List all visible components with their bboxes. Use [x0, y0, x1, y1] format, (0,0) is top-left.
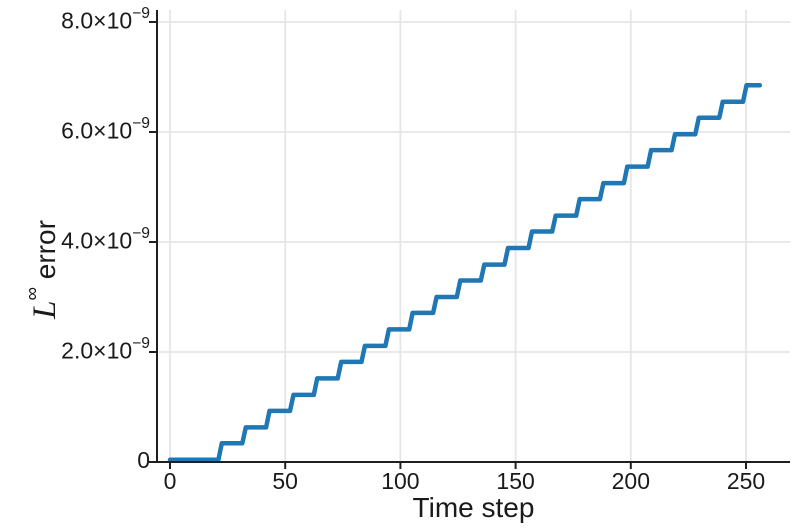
y-tick-label: 6.0×10−9 — [61, 114, 150, 144]
exponent-superscript: −9 — [132, 334, 150, 352]
y-tick-label: 4.0×10−9 — [61, 224, 150, 254]
exponent-superscript: −9 — [132, 114, 150, 132]
ylabel-text: error — [30, 220, 61, 287]
x-tick-label: 50 — [272, 468, 298, 494]
x-tick-label: 150 — [496, 468, 535, 494]
exponent-superscript: −9 — [132, 4, 150, 22]
y-tick-label: 2.0×10−9 — [61, 334, 150, 364]
infinity-symbol: ∞ — [22, 287, 44, 301]
exponent-superscript: −9 — [132, 224, 150, 242]
x-tick-label: 0 — [163, 468, 177, 494]
y-tick-label: 8.0×10−9 — [61, 4, 150, 34]
error-line-series — [167, 83, 763, 463]
y-axis-label: L∞ error — [22, 162, 64, 377]
x-axis-label: Time step — [412, 492, 535, 523]
ylabel-math-letter: L — [27, 300, 63, 319]
x-tick-label: 200 — [611, 468, 650, 494]
x-tick-label: 100 — [381, 468, 420, 494]
x-tick-label: 250 — [726, 468, 766, 494]
y-tick-label: 0 — [137, 447, 150, 473]
